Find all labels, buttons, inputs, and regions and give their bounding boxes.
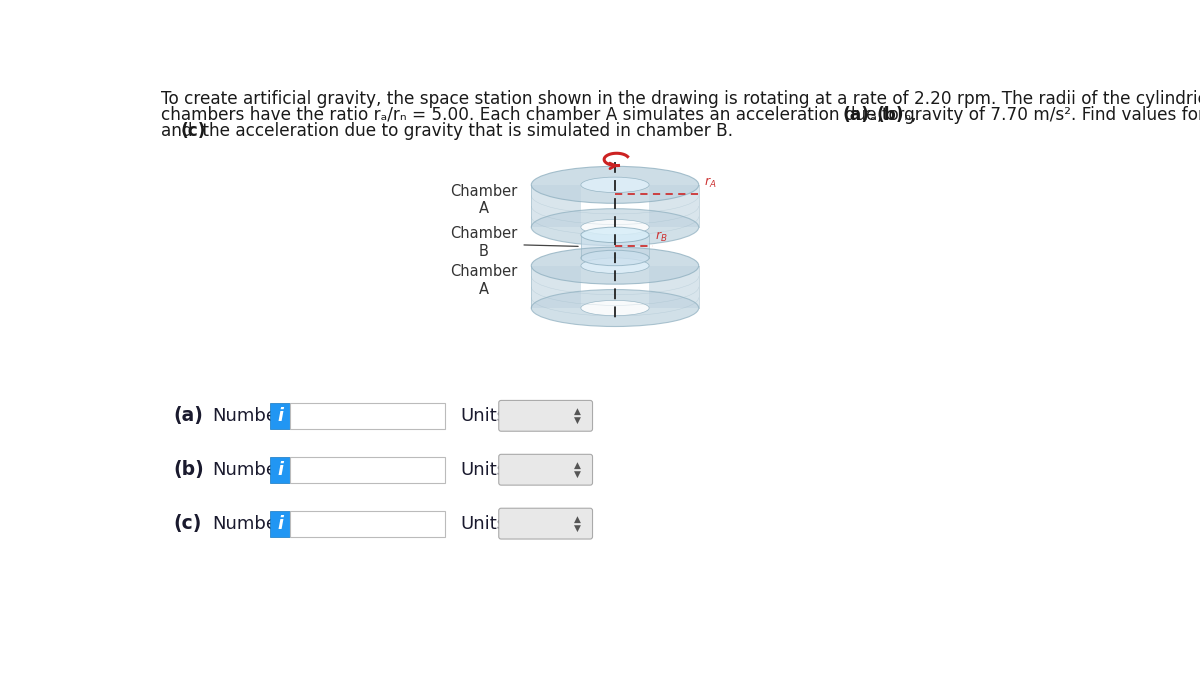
Text: ▲: ▲	[575, 460, 581, 470]
Polygon shape	[532, 266, 581, 308]
Text: Units: Units	[461, 515, 506, 532]
Text: (a): (a)	[842, 106, 869, 124]
FancyBboxPatch shape	[290, 510, 445, 537]
Text: (b): (b)	[173, 460, 204, 479]
Text: i: i	[277, 461, 283, 479]
Text: i: i	[277, 407, 283, 425]
Text: ▲: ▲	[575, 514, 581, 524]
Text: Units: Units	[461, 461, 506, 479]
Text: (b): (b)	[876, 106, 904, 124]
Ellipse shape	[581, 301, 649, 315]
Polygon shape	[649, 185, 698, 227]
FancyBboxPatch shape	[290, 457, 445, 483]
Text: Number: Number	[212, 515, 284, 532]
Text: ▲: ▲	[575, 406, 581, 416]
Text: Number: Number	[212, 461, 284, 479]
Text: (c): (c)	[173, 514, 202, 533]
Text: Chamber
A: Chamber A	[450, 183, 517, 216]
Ellipse shape	[532, 209, 698, 245]
Text: ▼: ▼	[575, 470, 581, 479]
Polygon shape	[649, 266, 698, 308]
Ellipse shape	[532, 290, 698, 326]
Ellipse shape	[581, 177, 649, 193]
Text: Chamber
B: Chamber B	[450, 226, 517, 259]
Text: $r_A$: $r_A$	[704, 177, 716, 191]
Text: To create artificial gravity, the space station shown in the drawing is rotating: To create artificial gravity, the space …	[161, 90, 1200, 108]
Ellipse shape	[532, 166, 698, 204]
Text: i: i	[277, 515, 283, 532]
Text: rₐ,: rₐ,	[858, 106, 888, 124]
FancyBboxPatch shape	[499, 400, 593, 431]
FancyBboxPatch shape	[270, 510, 290, 537]
Ellipse shape	[581, 227, 649, 243]
FancyBboxPatch shape	[499, 508, 593, 539]
Text: Number: Number	[212, 407, 284, 425]
Text: (c): (c)	[180, 123, 205, 140]
Polygon shape	[532, 185, 581, 227]
Text: rₙ,: rₙ,	[893, 106, 917, 124]
Text: the acceleration due to gravity that is simulated in chamber B.: the acceleration due to gravity that is …	[197, 123, 733, 140]
FancyBboxPatch shape	[499, 454, 593, 485]
Text: ▼: ▼	[575, 416, 581, 425]
FancyBboxPatch shape	[270, 403, 290, 429]
Text: Units: Units	[461, 407, 506, 425]
Text: chambers have the ratio rₐ/rₙ = 5.00. Each chamber A simulates an acceleration d: chambers have the ratio rₐ/rₙ = 5.00. Ea…	[161, 106, 1200, 124]
Ellipse shape	[581, 250, 649, 266]
Text: Chamber
A: Chamber A	[450, 264, 517, 297]
Ellipse shape	[581, 220, 649, 235]
FancyBboxPatch shape	[270, 457, 290, 483]
Ellipse shape	[532, 247, 698, 284]
FancyBboxPatch shape	[290, 403, 445, 429]
Text: $r_B$: $r_B$	[654, 231, 667, 245]
Polygon shape	[581, 235, 649, 258]
Text: (a): (a)	[173, 406, 203, 425]
Text: ▼: ▼	[575, 524, 581, 532]
Text: and: and	[161, 123, 198, 140]
Ellipse shape	[581, 258, 649, 274]
